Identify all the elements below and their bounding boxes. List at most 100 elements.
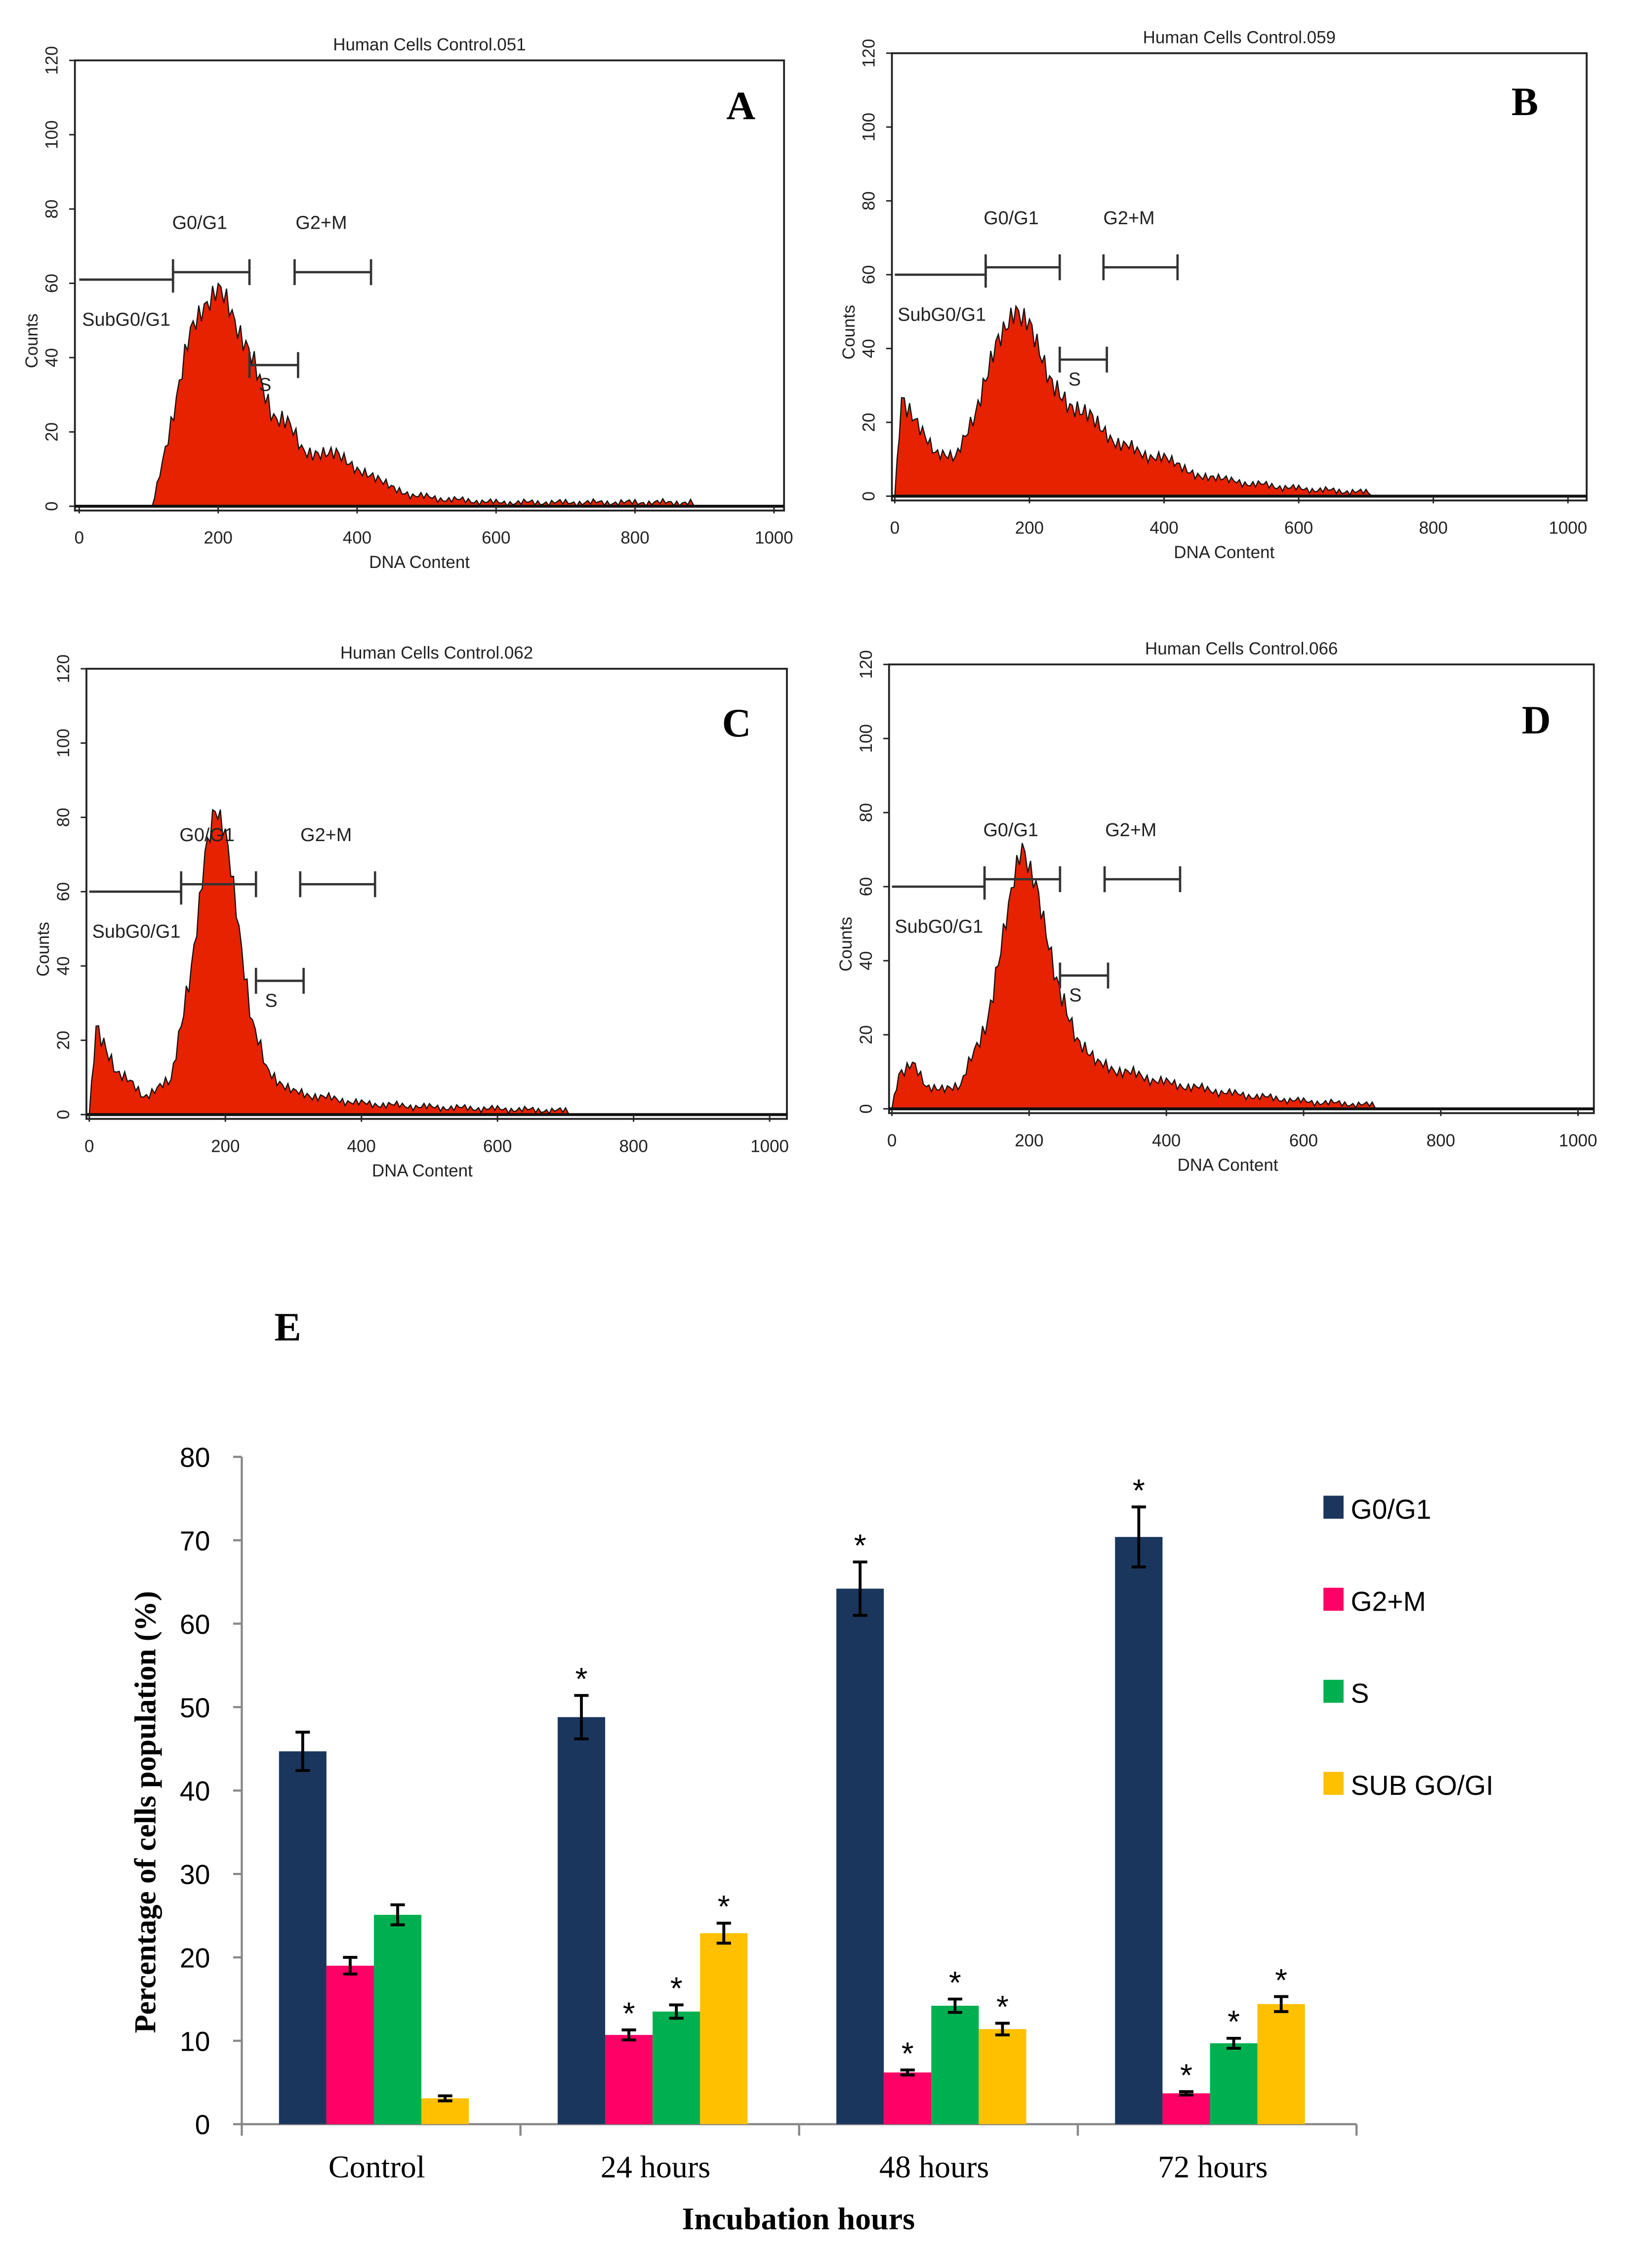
- histogram-title: Human Cells Control.066: [1145, 639, 1338, 658]
- gate-marker-s: S: [1059, 962, 1109, 1006]
- legend-swatch: [1323, 1587, 1344, 1611]
- legend-item: SUB GO/GI: [1323, 1770, 1493, 1801]
- histogram-panel-b: 0 200 400 600 800 1000 0 20 40 60 80 100 120 Human Ce…: [839, 28, 1588, 562]
- bar-g2-m-2: *: [884, 2035, 932, 2124]
- bar-sub-go-gi-2: *: [979, 1989, 1026, 2124]
- bar-s-2: *: [931, 1965, 979, 2124]
- y-tick-label: 40: [857, 951, 876, 971]
- histogram-area: [891, 843, 1578, 1110]
- bar-g2-m-0: [326, 1956, 374, 2124]
- histogram-title: Human Cells Control.059: [1143, 28, 1336, 47]
- legend-label: S: [1351, 1678, 1369, 1709]
- y-tick-label: 100: [42, 121, 62, 149]
- bar-chart-panel-e: E 0 10 20 30 40 50 60 70 80 Control 24 hours * * * * 48 …: [129, 1304, 1494, 2236]
- gate-label: S: [1068, 369, 1081, 390]
- x-tick-label: 800: [1427, 1131, 1455, 1150]
- x-tick-label: 800: [619, 1136, 648, 1156]
- gate-label: S: [259, 375, 271, 396]
- panel-label: E: [274, 1304, 301, 1349]
- y-axis-title: Counts: [34, 922, 53, 976]
- y-tick-label: 120: [860, 39, 879, 68]
- bar-sub-go-gi-0: [421, 2094, 469, 2124]
- histogram-title: Human Cells Control.062: [340, 644, 533, 663]
- gate-marker-g2-m: G2+M: [293, 213, 372, 285]
- significance-asterisk: *: [718, 1889, 730, 1924]
- x-tick-label: 600: [483, 1136, 512, 1156]
- legend-label: SUB GO/GI: [1351, 1770, 1493, 1801]
- histogram-panel-a: 0 200 400 600 800 1000 0 20 40 60 80 100 120 Human Ce…: [22, 35, 793, 572]
- gate-label: SubG0/G1: [895, 916, 983, 937]
- x-tick-label: 0: [75, 528, 84, 548]
- legend-swatch: [1323, 1772, 1344, 1795]
- significance-asterisk: *: [1275, 1962, 1287, 1998]
- y-axis-title: Counts: [836, 917, 856, 972]
- y-tick-label: 80: [857, 803, 876, 822]
- y-tick-label: 20: [42, 422, 62, 442]
- x-axis-title: DNA Content: [369, 553, 470, 572]
- legend-swatch: [1323, 1496, 1344, 1519]
- panel-label: D: [1522, 697, 1551, 742]
- gate-label: G2+M: [295, 213, 347, 234]
- significance-asterisk: *: [1228, 2004, 1240, 2039]
- histogram-panel-c: 0 200 400 600 800 1000 0 20 40 60 80 100 120 Human Ce…: [34, 644, 789, 1180]
- y-tick-label: 20: [860, 413, 879, 432]
- x-tick-label: 200: [1015, 518, 1044, 537]
- histogram-area: [894, 304, 1568, 497]
- y-tick-label: 60: [857, 877, 876, 896]
- bar-g0-g1-2: *: [836, 1528, 884, 2124]
- bar: [836, 1588, 884, 2124]
- y-tick-label: 20: [54, 1031, 73, 1050]
- y-tick-label: 50: [180, 1693, 210, 1723]
- gate-marker-subg0-g1: SubG0/G1: [89, 879, 183, 942]
- gate-label: SubG0/G1: [92, 922, 181, 942]
- x-axis-title: DNA Content: [1174, 543, 1274, 562]
- gate-marker-g0-g1: G0/G1: [179, 825, 257, 897]
- x-tick-label: 600: [482, 528, 510, 548]
- gate-label: G2+M: [1103, 208, 1154, 229]
- y-tick-label: 100: [857, 724, 876, 753]
- x-tick-label: 0: [887, 1131, 897, 1150]
- y-tick-label: 120: [54, 654, 73, 683]
- bar: [1257, 2004, 1305, 2124]
- y-tick-label: 40: [860, 339, 879, 358]
- bar-g0-g1-1: *: [557, 1661, 606, 2124]
- x-tick-label: 600: [1284, 518, 1313, 537]
- x-tick-label: 48 hours: [879, 2149, 989, 2185]
- x-tick-label: 1000: [750, 1136, 789, 1156]
- x-tick-label: 200: [211, 1136, 240, 1156]
- y-tick-label: 10: [180, 2026, 210, 2057]
- x-tick-label: Control: [328, 2149, 425, 2185]
- y-tick-label: 80: [54, 808, 73, 827]
- legend-label: G0/G1: [1351, 1494, 1431, 1525]
- y-axis-title: Percentage of cells population (%): [129, 1591, 163, 2033]
- y-tick-label: 60: [42, 274, 62, 293]
- y-tick-label: 40: [42, 348, 62, 367]
- gate-label: S: [1069, 985, 1081, 1006]
- bar: [605, 2035, 653, 2124]
- significance-asterisk: *: [902, 2035, 914, 2071]
- bar-s-1: *: [653, 1971, 700, 2124]
- y-tick-label: 0: [42, 501, 62, 511]
- y-tick-label: 20: [857, 1025, 876, 1045]
- x-tick-label: 1000: [1549, 518, 1587, 537]
- x-tick-label: 72 hours: [1158, 2149, 1268, 2185]
- bar: [1115, 1537, 1163, 2124]
- significance-asterisk: *: [623, 1995, 635, 2031]
- bar: [1210, 2043, 1258, 2124]
- y-tick-label: 0: [195, 2109, 210, 2140]
- plot-frame: [85, 668, 788, 1120]
- histogram-panel-d: 0 200 400 600 800 1000 0 20 40 60 80 100 120 Human Ce…: [836, 639, 1597, 1174]
- y-tick-label: 20: [180, 1943, 210, 1973]
- x-axis-title: DNA Content: [1178, 1155, 1278, 1174]
- y-axis-title: Counts: [22, 314, 41, 368]
- legend-item: G2+M: [1323, 1586, 1426, 1617]
- bar: [653, 2011, 700, 2124]
- gate-marker-subg0-g1: SubG0/G1: [79, 266, 174, 330]
- bar: [373, 1914, 422, 2124]
- y-tick-label: 80: [860, 191, 879, 210]
- bar: [421, 2098, 469, 2124]
- gate-marker-subg0-g1: SubG0/G1: [895, 261, 987, 325]
- gate-marker-g2-m: G2+M: [1102, 208, 1179, 281]
